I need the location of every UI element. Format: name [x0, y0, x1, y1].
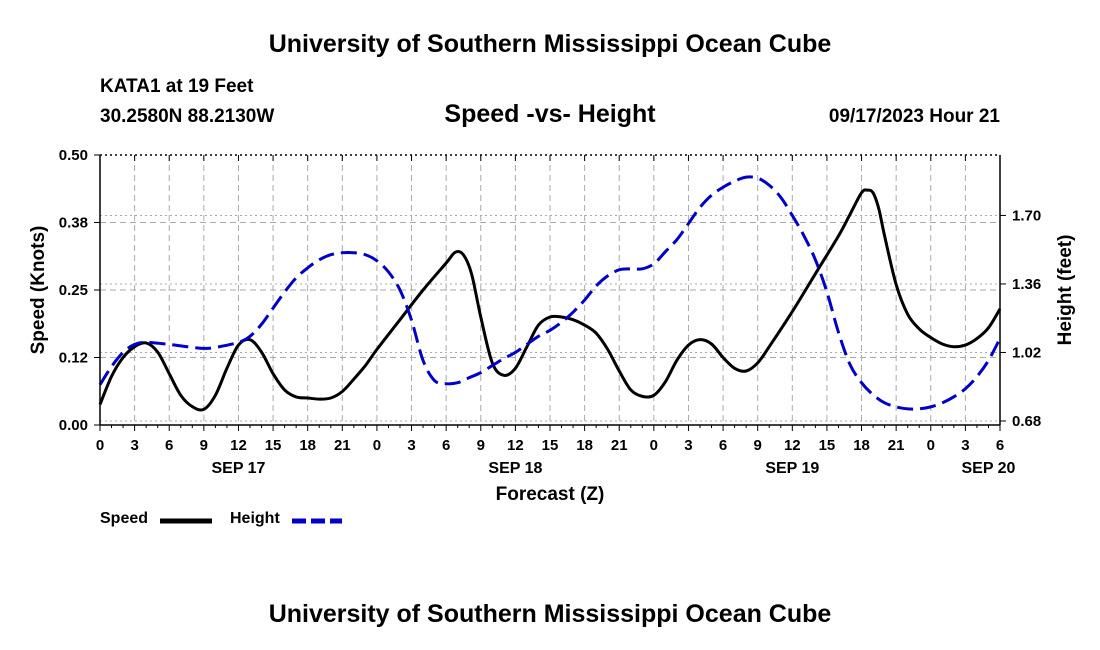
date-label: SEP 17: [211, 460, 265, 477]
x-tick-label: 6: [996, 437, 1004, 454]
station-coordinates: 30.2580N 88.2130W: [100, 106, 275, 127]
y2-tick-label: 1.70: [1012, 207, 1041, 224]
series-height-line: [98, 175, 1002, 411]
x-tick-label: 9: [200, 437, 208, 454]
x-tick-label: 0: [927, 437, 935, 454]
x-axis-label: Forecast (Z): [496, 484, 605, 505]
x-tick-label: 6: [165, 437, 173, 454]
y-axis-label: Speed (Knots): [28, 226, 49, 355]
footer-title: University of Southern Mississippi Ocean…: [268, 600, 832, 628]
x-tick-label: 18: [299, 437, 316, 454]
speed-height-chart: 0 3 6 9 12 15 18 21 0 3 6 9 12 15 18 21 0 3 6 9 12 15 18 21 0 3 6 S…: [28, 147, 1076, 524]
y-tick-label: 0.50: [59, 147, 88, 164]
x-tick-label: 21: [611, 437, 628, 454]
x-tick-label: 3: [684, 437, 692, 454]
x-tick-label: 21: [334, 437, 351, 454]
y-tick-label: 0.00: [59, 417, 88, 434]
x-tick-label: 3: [130, 437, 138, 454]
x-tick-label: 15: [542, 437, 559, 454]
x-tick-label: 12: [784, 437, 801, 454]
y2-axis-label: Height (feet): [1055, 235, 1076, 346]
x-tick-label: 15: [819, 437, 836, 454]
x-tick-label: 6: [719, 437, 727, 454]
date-label: SEP 19: [765, 460, 819, 477]
date-label: SEP 18: [488, 460, 542, 477]
legend-height-label: Height: [230, 510, 280, 527]
x-tick-label: 3: [407, 437, 415, 454]
x-tick-label: 21: [888, 437, 905, 454]
x-tick-label: 12: [507, 437, 524, 454]
x-tick-label: 3: [961, 437, 969, 454]
y-tick-label: 0.12: [59, 350, 88, 367]
legend-speed-label: Speed: [100, 510, 149, 527]
x-tick-label: 9: [754, 437, 762, 454]
x-tick-label: 6: [442, 437, 450, 454]
y-tick-label: 0.38: [59, 215, 88, 232]
x-tick-label: 0: [373, 437, 381, 454]
y-tick-label: 0.25: [59, 282, 88, 299]
page-title: University of Southern Mississippi Ocean…: [268, 30, 832, 58]
x-tick-label: 12: [230, 437, 247, 454]
forecast-datestamp: 09/17/2023 Hour 21: [828, 106, 1000, 127]
y2-tick-label: 1.36: [1012, 276, 1041, 293]
date-label: SEP 20: [961, 460, 1015, 477]
x-tick-label: 15: [265, 437, 282, 454]
x-tick-label: 0: [650, 437, 658, 454]
x-tick-label: 18: [853, 437, 870, 454]
chart-subtitle: Speed -vs- Height: [444, 100, 656, 128]
x-tick-label: 9: [477, 437, 485, 454]
x-tick-label: 18: [576, 437, 593, 454]
y2-tick-label: 1.02: [1012, 344, 1041, 361]
station-label: KATA1 at 19 Feet: [100, 76, 254, 97]
x-tick-label: 0: [96, 437, 104, 454]
y2-tick-label: 0.68: [1012, 413, 1041, 430]
